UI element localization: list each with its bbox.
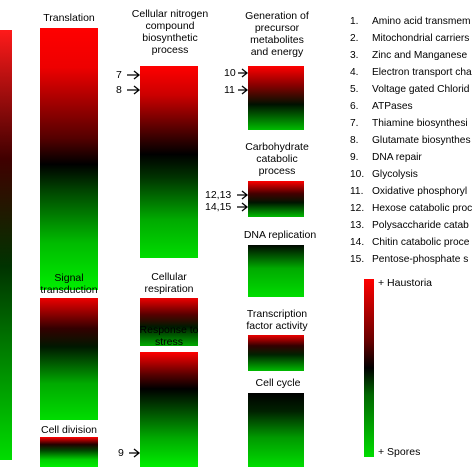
- key-text: Oxidative phosphoryl: [372, 186, 468, 197]
- key-text: Thiamine biosynthesi: [372, 118, 468, 129]
- key-num: 6.: [350, 101, 359, 112]
- key-item: 12. Hexose catabolic proc: [350, 203, 472, 215]
- key-item: 14. Chitin catabolic proce: [350, 237, 469, 249]
- panel-title-precursor-metabolites: Generation of precursor metabolites and …: [245, 10, 309, 58]
- marker-10: 10: [224, 67, 236, 79]
- key-text: Zinc and Manganese: [372, 50, 468, 61]
- key-num: 10.: [350, 169, 365, 180]
- heatmap-translation: [40, 28, 98, 290]
- key-num: 5.: [350, 84, 359, 95]
- key-text: Pentose-phosphate s: [372, 254, 469, 265]
- key-item: 3. Zinc and Manganese: [350, 50, 467, 62]
- key-text: Chitin catabolic proce: [372, 237, 470, 248]
- key-item: 1. Amino acid transmem: [350, 16, 471, 28]
- heatmap-response-to-stress: [140, 352, 198, 467]
- key-text: Mitochondrial carriers: [372, 33, 470, 44]
- key-item: 2. Mitochondrial carriers: [350, 33, 469, 45]
- panel-title-carbohydrate-catabolic: Carbohydrate catabolic process: [245, 141, 309, 177]
- key-num: 12.: [350, 203, 365, 214]
- key-text: Hexose catabolic proc: [372, 203, 473, 214]
- heatmap-cellular-respiration-block: [140, 298, 198, 346]
- heatmap-dna-replication: [248, 245, 304, 297]
- key-text: Polysaccharide catab: [372, 220, 469, 231]
- marker-7: 7: [116, 69, 122, 81]
- key-item: 7. Thiamine biosynthesi: [350, 118, 468, 130]
- heatmap-cell-division: [40, 437, 98, 467]
- key-item: 8. Glutamate biosynthes: [350, 135, 471, 147]
- marker-9: 9: [118, 447, 124, 459]
- marker-12-13: 12,13: [205, 189, 232, 201]
- panel-title-translation: Translation: [43, 12, 95, 24]
- heatmap-nitrogen-biosynthesis: [140, 66, 198, 258]
- key-item: 6. ATPases: [350, 101, 413, 113]
- heatmap-precursor-metabolites: [248, 66, 304, 130]
- panel-title-signal-transduction: Signal transduction: [40, 272, 98, 296]
- key-num: 11.: [350, 186, 364, 197]
- marker-8: 8: [116, 84, 122, 96]
- heatmap-carbohydrate-catabolic: [248, 181, 304, 217]
- key-text: ATPases: [372, 101, 413, 112]
- heatmap-signal-transduction: [40, 298, 98, 420]
- key-item: 9. DNA repair: [350, 152, 422, 164]
- panel-title-transcription-factor: Transcription factor activity: [246, 308, 308, 332]
- panel-title-cell-cycle: Cell cycle: [255, 377, 301, 389]
- panel-title-cellular-respiration: Cellular respiration: [144, 271, 194, 295]
- key-num: 4.: [350, 67, 359, 78]
- key-text: Voltage gated Chlorid: [372, 84, 470, 95]
- key-text: Glycolysis: [372, 169, 418, 180]
- key-num: 15.: [350, 254, 365, 265]
- key-item: 5. Voltage gated Chlorid: [350, 84, 469, 96]
- key-item: 4. Electron transport cha: [350, 67, 472, 79]
- key-num: 2.: [350, 33, 359, 44]
- key-num: 1.: [350, 16, 359, 27]
- scale-label-spores: + Spores: [378, 446, 421, 458]
- key-item: 15. Pentose-phosphate s: [350, 254, 468, 266]
- panel-title-nitrogen-biosynthesis: Cellular nitrogen compound biosynthetic …: [131, 8, 209, 56]
- marker-11: 11: [224, 84, 235, 96]
- key-num: 13.: [350, 220, 365, 231]
- heatmap-cell-cycle: [248, 393, 304, 467]
- key-num: 9.: [350, 152, 359, 163]
- key-item: 13. Polysaccharide catab: [350, 220, 469, 232]
- panel-title-dna-replication: DNA replication: [243, 229, 317, 241]
- marker-14-15: 14,15: [205, 201, 232, 213]
- key-text: Amino acid transmem: [372, 16, 471, 27]
- panel-title-cell-division: Cell division: [40, 424, 98, 436]
- heatmap-transcription-factor: [248, 335, 304, 371]
- key-item: 10. Glycolysis: [350, 169, 418, 181]
- panel-title-response-to-stress: Response to stress: [139, 324, 199, 348]
- color-scale-bar: [364, 279, 374, 457]
- key-text: DNA repair: [372, 152, 422, 163]
- key-num: 8.: [350, 135, 359, 146]
- key-item: 11. Oxidative phosphoryl: [350, 186, 467, 198]
- key-text: Glutamate biosynthes: [372, 135, 471, 146]
- key-text: Electron transport cha: [372, 67, 472, 78]
- heatmap-left-partial: [0, 30, 12, 460]
- key-num: 14.: [350, 237, 365, 248]
- scale-label-haustoria: + Haustoria: [378, 277, 432, 289]
- key-num: 7.: [350, 118, 359, 129]
- key-num: 3.: [350, 50, 359, 61]
